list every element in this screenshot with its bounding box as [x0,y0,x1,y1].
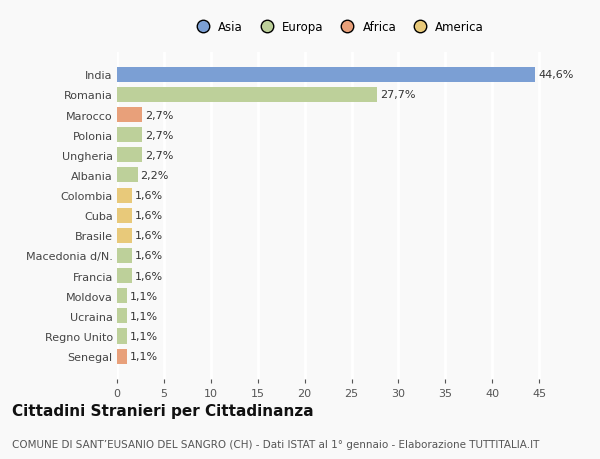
Bar [117,148,142,163]
Legend: Asia, Europa, Africa, America: Asia, Europa, Africa, America [187,17,488,39]
Text: 1,6%: 1,6% [135,190,163,201]
Text: 44,6%: 44,6% [538,70,574,80]
Bar [117,308,127,324]
Bar [117,208,132,223]
Text: 1,1%: 1,1% [130,351,158,361]
Text: 2,7%: 2,7% [145,110,173,120]
Text: 1,6%: 1,6% [135,231,163,241]
Bar [117,67,535,83]
Bar [117,228,132,243]
Bar [117,168,137,183]
Text: 1,1%: 1,1% [130,291,158,301]
Bar [117,128,142,143]
Bar [117,329,127,344]
Bar [117,289,127,303]
Text: 1,6%: 1,6% [135,211,163,221]
Bar [117,88,377,103]
Text: Cittadini Stranieri per Cittadinanza: Cittadini Stranieri per Cittadinanza [12,403,314,419]
Bar [117,269,132,284]
Text: 27,7%: 27,7% [380,90,415,100]
Text: 1,1%: 1,1% [130,331,158,341]
Text: 1,1%: 1,1% [130,311,158,321]
Text: 1,6%: 1,6% [135,271,163,281]
Text: 2,7%: 2,7% [145,151,173,161]
Text: 1,6%: 1,6% [135,251,163,261]
Bar [117,349,127,364]
Text: COMUNE DI SANT’EUSANIO DEL SANGRO (CH) - Dati ISTAT al 1° gennaio - Elaborazione: COMUNE DI SANT’EUSANIO DEL SANGRO (CH) -… [12,440,539,449]
Text: 2,7%: 2,7% [145,130,173,140]
Bar [117,248,132,263]
Bar [117,108,142,123]
Bar [117,188,132,203]
Text: 2,2%: 2,2% [140,171,169,180]
